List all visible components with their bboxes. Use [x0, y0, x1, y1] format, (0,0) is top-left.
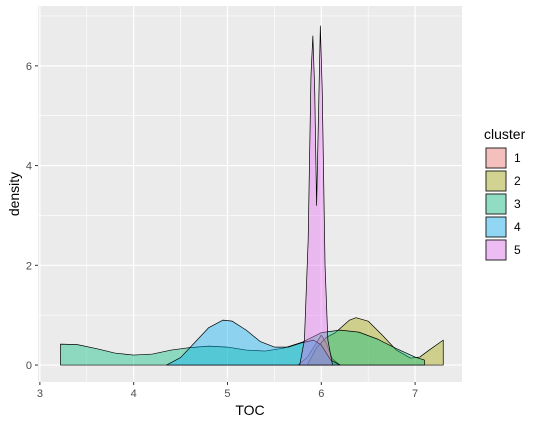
y-tick-label: 4: [26, 161, 32, 173]
legend-swatch-cluster-4: [486, 217, 506, 237]
legend-swatch-cluster-3: [486, 194, 506, 214]
legend-label-cluster-1: 1: [514, 151, 521, 165]
legend-label-cluster-4: 4: [514, 220, 521, 234]
x-tick-label: 5: [224, 388, 230, 400]
y-tick-label: 2: [26, 260, 32, 272]
x-axis: 3 4 5 6 7: [37, 382, 418, 400]
legend-swatch-cluster-1: [486, 148, 506, 168]
panel-background: [38, 6, 462, 382]
y-tick-label: 6: [26, 61, 32, 73]
legend-swatch-cluster-2: [486, 171, 506, 191]
x-tick-label: 4: [131, 388, 137, 400]
legend-label-cluster-2: 2: [514, 174, 521, 188]
x-tick-label: 7: [412, 388, 418, 400]
legend-title: cluster: [484, 126, 526, 142]
x-tick-label: 6: [318, 388, 324, 400]
y-tick-label: 0: [26, 360, 32, 372]
x-axis-title: TOC: [235, 402, 264, 418]
y-axis-title: density: [6, 172, 22, 216]
legend-label-cluster-5: 5: [514, 243, 521, 257]
legend: cluster 1 2 3 4 5: [484, 126, 526, 261]
legend-label-cluster-3: 3: [514, 197, 521, 211]
x-tick-label: 3: [37, 388, 43, 400]
legend-swatch-cluster-5: [486, 240, 506, 260]
y-axis: 0 2 4 6: [26, 61, 38, 372]
